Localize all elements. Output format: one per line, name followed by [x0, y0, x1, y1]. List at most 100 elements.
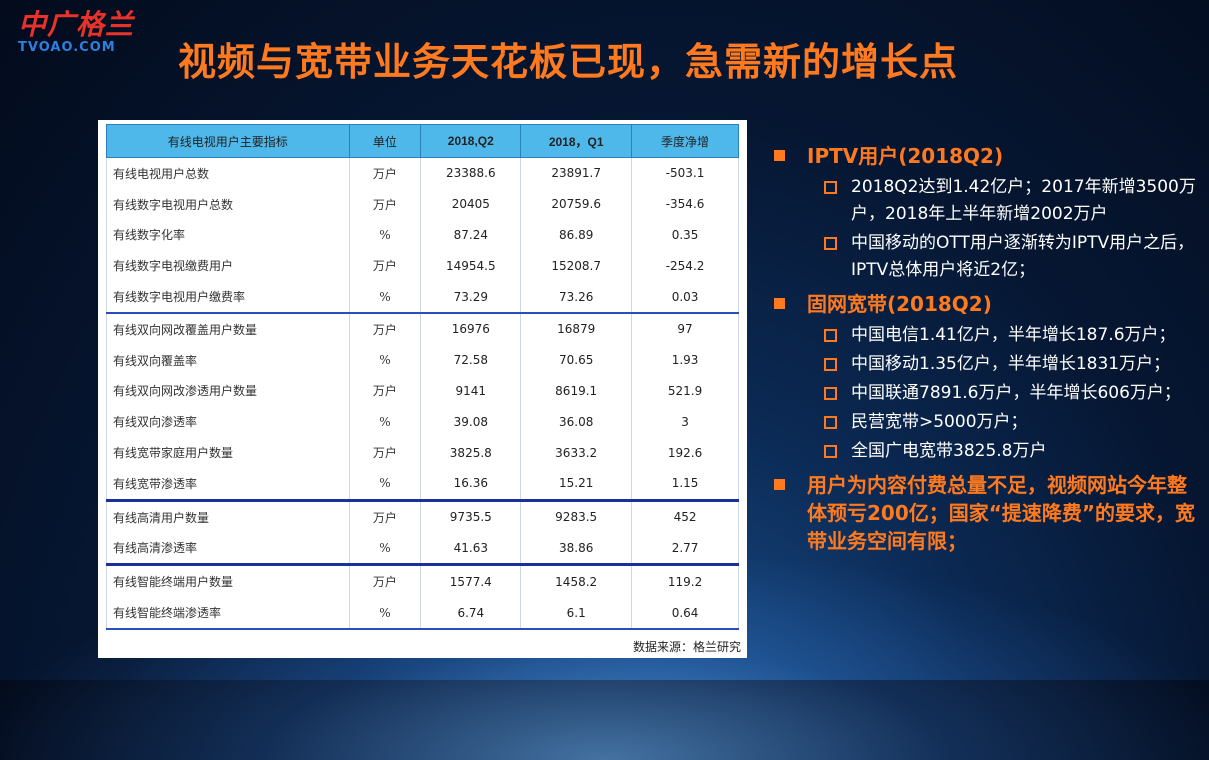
cell-2018q2: 73.29	[420, 281, 522, 314]
table-row: 有线宽带家庭用户数量 万户 3825.8 3633.2 192.6	[106, 437, 739, 468]
bullet-text: 全国广电宽带3825.8万户	[851, 441, 1047, 461]
cable-tv-indicator-table: 有线电视用户主要指标 单位 2018,Q2 2018，Q1 季度净增 有线电视用…	[106, 124, 739, 630]
table-row: 有线电视用户总数 万户 23388.6 23891.7 -503.1	[106, 157, 739, 189]
table-row: 有线数字电视用户总数 万户 20405 20759.6 -354.6	[106, 188, 739, 220]
cell-2018q1: 16879	[520, 312, 633, 345]
bullet-item: 2018Q2达到1.42亿户；2017年新增3500万户，2018年上半年新增2…	[824, 174, 1204, 228]
hollow-square-bullet-icon	[824, 329, 837, 342]
section-title: 固网宽带(2018Q2)	[807, 292, 992, 316]
bullet-text: 中国移动1.35亿户，半年增长1831万户；	[851, 354, 1171, 374]
bullet-item: 中国电信1.41亿户，半年增长187.6万户；	[824, 322, 1204, 349]
cell-quarter-change: -503.1	[631, 157, 739, 189]
table-row: 有线双向网改覆盖用户数量 万户 16976 16879 97	[106, 312, 739, 345]
cell-2018q2: 9141	[420, 375, 522, 407]
cell-2018q1: 9283.5	[520, 500, 633, 533]
cell-quarter-change: 1.93	[631, 344, 739, 376]
cell-unit: %	[348, 281, 422, 314]
cell-2018q1: 3633.2	[520, 437, 633, 468]
cell-indicator: 有线高清用户数量	[106, 500, 350, 533]
cell-2018q1: 15.21	[520, 467, 633, 502]
cell-indicator: 有线数字电视用户缴费率	[106, 281, 350, 314]
cell-2018q2: 16976	[420, 312, 522, 345]
section-title: IPTV用户(2018Q2)	[807, 144, 1004, 168]
hollow-square-bullet-icon	[824, 416, 837, 429]
bullet-text: 中国移动的OTT用户逐渐转为IPTV用户之后，IPTV总体用户将近2亿；	[851, 233, 1195, 280]
cell-indicator: 有线双向网改覆盖用户数量	[106, 312, 350, 345]
table-row: 有线数字化率% 87.24 86.89 0.35	[106, 219, 739, 251]
cell-unit: 万户	[348, 500, 422, 533]
table-row: 有线高清渗透率% 41.63 38.86 2.77	[106, 532, 739, 567]
hollow-square-bullet-icon	[824, 237, 837, 250]
header-unit: 单位	[348, 124, 422, 158]
cell-unit: 万户	[348, 437, 422, 468]
cell-unit: %	[348, 467, 422, 502]
bullet-item: 全国广电宽带3825.8万户	[824, 438, 1204, 465]
cell-2018q2: 1577.4	[420, 564, 522, 598]
section-heading: 用户为内容付费总量不足，视频网站今年整体预亏200亿；国家“提速降费”的要求，宽…	[774, 471, 1204, 555]
square-bullet-icon	[774, 150, 785, 161]
logo-cn: 中广格兰	[18, 8, 135, 41]
table-row: 有线宽带渗透率% 16.36 15.21 1.15	[106, 467, 739, 502]
cell-2018q2: 39.08	[420, 406, 522, 438]
cell-2018q2: 20405	[420, 188, 522, 220]
cell-2018q1: 20759.6	[520, 188, 633, 220]
cell-2018q1: 38.86	[520, 532, 633, 567]
hollow-square-bullet-icon	[824, 181, 837, 194]
section-title: 用户为内容付费总量不足，视频网站今年整体预亏200亿；国家“提速降费”的要求，宽…	[807, 473, 1196, 553]
cell-indicator: 有线宽带渗透率	[106, 467, 350, 502]
cell-quarter-change: 1.15	[631, 467, 739, 502]
table-row: 有线数字电视用户缴费率% 73.29 73.26 0.03	[106, 281, 739, 314]
cell-2018q1: 36.08	[520, 406, 633, 438]
cell-indicator: 有线智能终端用户数量	[106, 564, 350, 598]
cell-quarter-change: 0.35	[631, 219, 739, 251]
cell-indicator: 有线智能终端渗透率	[106, 597, 350, 630]
cell-unit: %	[348, 532, 422, 567]
cell-indicator: 有线高清渗透率	[106, 532, 350, 567]
bullet-text: 民营宽带>5000万户；	[851, 412, 1028, 432]
bullet-text: 中国联通7891.6万户，半年增长606万户；	[851, 383, 1181, 403]
table-row: 有线双向覆盖率% 72.58 70.65 1.93	[106, 344, 739, 376]
cell-2018q2: 16.36	[420, 467, 522, 502]
cell-quarter-change: 119.2	[631, 564, 739, 598]
cell-quarter-change: 97	[631, 312, 739, 345]
cell-2018q1: 6.1	[520, 597, 633, 630]
table-row: 有线高清用户数量 万户 9735.5 9283.5 452	[106, 500, 739, 533]
cell-2018q2: 87.24	[420, 219, 522, 251]
cell-quarter-change: 452	[631, 500, 739, 533]
data-source: 数据来源：格兰研究	[632, 640, 741, 654]
cell-quarter-change: 3	[631, 406, 739, 438]
cell-indicator: 有线双向网改渗透用户数量	[106, 375, 350, 407]
square-bullet-icon	[774, 479, 785, 490]
hollow-square-bullet-icon	[824, 358, 837, 371]
hollow-square-bullet-icon	[824, 445, 837, 458]
cell-indicator: 有线双向渗透率	[106, 406, 350, 438]
bullet-text: 中国电信1.41亿户，半年增长187.6万户；	[851, 325, 1176, 345]
cell-indicator: 有线双向覆盖率	[106, 344, 350, 376]
cell-2018q1: 73.26	[520, 281, 633, 314]
table-row: 有线数字电视缴费用户 万户 14954.5 15208.7 -254.2	[106, 250, 739, 282]
section-heading: 固网宽带(2018Q2)	[774, 290, 1204, 318]
cell-unit: 万户	[348, 375, 422, 407]
cell-indicator: 有线数字电视缴费用户	[106, 250, 350, 282]
cell-indicator: 有线数字化率	[106, 219, 350, 251]
cell-quarter-change: 0.03	[631, 281, 739, 314]
cell-unit: 万户	[348, 157, 422, 189]
cell-quarter-change: -354.6	[631, 188, 739, 220]
header-2018q1: 2018，Q1	[520, 124, 633, 158]
cell-2018q1: 15208.7	[520, 250, 633, 282]
cell-quarter-change: 0.64	[631, 597, 739, 630]
cell-indicator: 有线电视用户总数	[106, 157, 350, 189]
table-row: 有线双向渗透率% 39.08 36.08 3	[106, 406, 739, 438]
logo: 中广格兰 TVOAO.COM	[18, 8, 135, 56]
cell-2018q2: 9735.5	[420, 500, 522, 533]
cell-2018q2: 72.58	[420, 344, 522, 376]
cell-indicator: 有线宽带家庭用户数量	[106, 437, 350, 468]
cell-2018q1: 23891.7	[520, 157, 633, 189]
cell-2018q1: 86.89	[520, 219, 633, 251]
table-row: 有线智能终端渗透率% 6.74 6.1 0.64	[106, 597, 739, 630]
table-row: 有线智能终端用户数量 万户 1577.4 1458.2 119.2	[106, 564, 739, 598]
cell-unit: 万户	[348, 188, 422, 220]
header-quarter-change: 季度净增	[631, 124, 739, 158]
cell-unit: %	[348, 344, 422, 376]
cell-2018q1: 1458.2	[520, 564, 633, 598]
